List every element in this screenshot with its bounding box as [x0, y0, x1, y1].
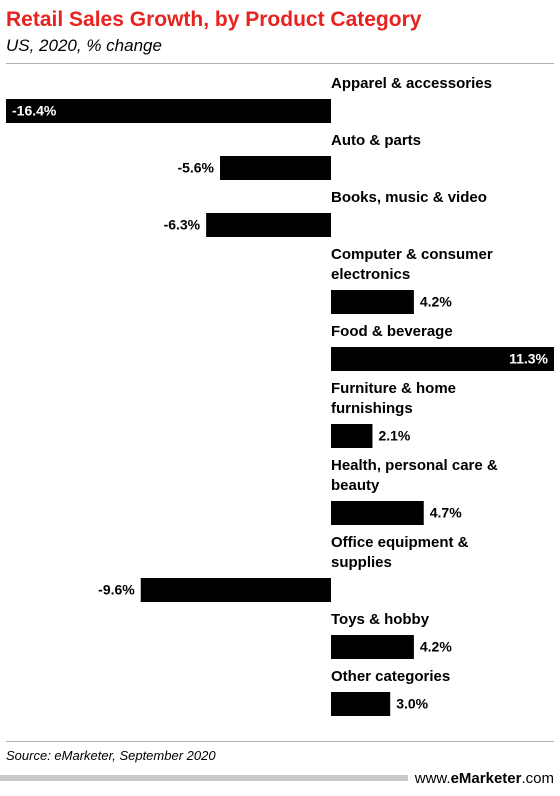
bar-other-categories	[331, 692, 391, 716]
bar-books-music-video	[206, 213, 331, 237]
category-label-apparel-accessories: Apparel & accessories	[331, 75, 492, 92]
brand-prefix: www.	[414, 770, 451, 787]
category-label-food-beverage: Food & beverage	[331, 323, 453, 340]
bar-food-beverage	[331, 347, 554, 371]
footer-divider	[6, 741, 554, 742]
category-label-computer-consumer-electronics-line-2: electronics	[331, 266, 410, 283]
chart-title: Retail Sales Growth, by Product Category	[6, 8, 422, 31]
chart-subtitle: US, 2020, % change	[6, 36, 162, 55]
value-label-health-personal-care-beauty: 4.7%	[430, 505, 462, 521]
bar-furniture-home-furnishings	[331, 424, 373, 448]
bar-apparel-accessories	[6, 99, 331, 123]
source-note: Source: eMarketer, September 2020	[6, 748, 216, 763]
category-label-office-equipment-supplies-line-2: supplies	[331, 554, 392, 571]
value-label-auto-parts: -5.6%	[177, 160, 214, 176]
category-label-office-equipment-supplies: Office equipment &	[331, 534, 469, 551]
footer-bar	[0, 775, 408, 781]
category-label-auto-parts: Auto & parts	[331, 132, 421, 149]
category-label-other-categories: Other categories	[331, 668, 450, 685]
value-label-furniture-home-furnishings: 2.1%	[378, 428, 410, 444]
header-divider	[6, 63, 554, 64]
bar-health-personal-care-beauty	[331, 501, 424, 525]
bar-computer-consumer-electronics	[331, 290, 414, 314]
value-label-food-beverage: 11.3%	[509, 351, 548, 367]
category-label-toys-hobby: Toys & hobby	[331, 611, 430, 628]
brand-name: eMarketer	[450, 770, 522, 787]
category-label-furniture-home-furnishings: Furniture & home	[331, 380, 456, 397]
category-label-computer-consumer-electronics: Computer & consumer	[331, 246, 493, 263]
value-label-computer-consumer-electronics: 4.2%	[420, 294, 452, 310]
bar-auto-parts	[220, 156, 331, 180]
value-label-other-categories: 3.0%	[396, 696, 428, 712]
value-label-toys-hobby: 4.2%	[420, 639, 452, 655]
value-label-office-equipment-supplies: -9.6%	[98, 582, 135, 598]
value-label-books-music-video: -6.3%	[164, 217, 201, 233]
category-label-health-personal-care-beauty-line-2: beauty	[331, 477, 380, 494]
bar-chart: Apparel & accessories -16.4% Auto & parts -…	[6, 75, 554, 716]
bar-toys-hobby	[331, 635, 414, 659]
bar-office-equipment-supplies	[140, 578, 331, 602]
brand-suffix: .com	[521, 770, 554, 787]
brand-logo: www.eMarketer.com	[415, 770, 554, 787]
category-label-health-personal-care-beauty: Health, personal care &	[331, 457, 498, 474]
category-label-books-music-video: Books, music & video	[331, 189, 487, 206]
category-label-furniture-home-furnishings-line-2: furnishings	[331, 400, 413, 417]
value-label-apparel-accessories: -16.4%	[12, 103, 57, 119]
